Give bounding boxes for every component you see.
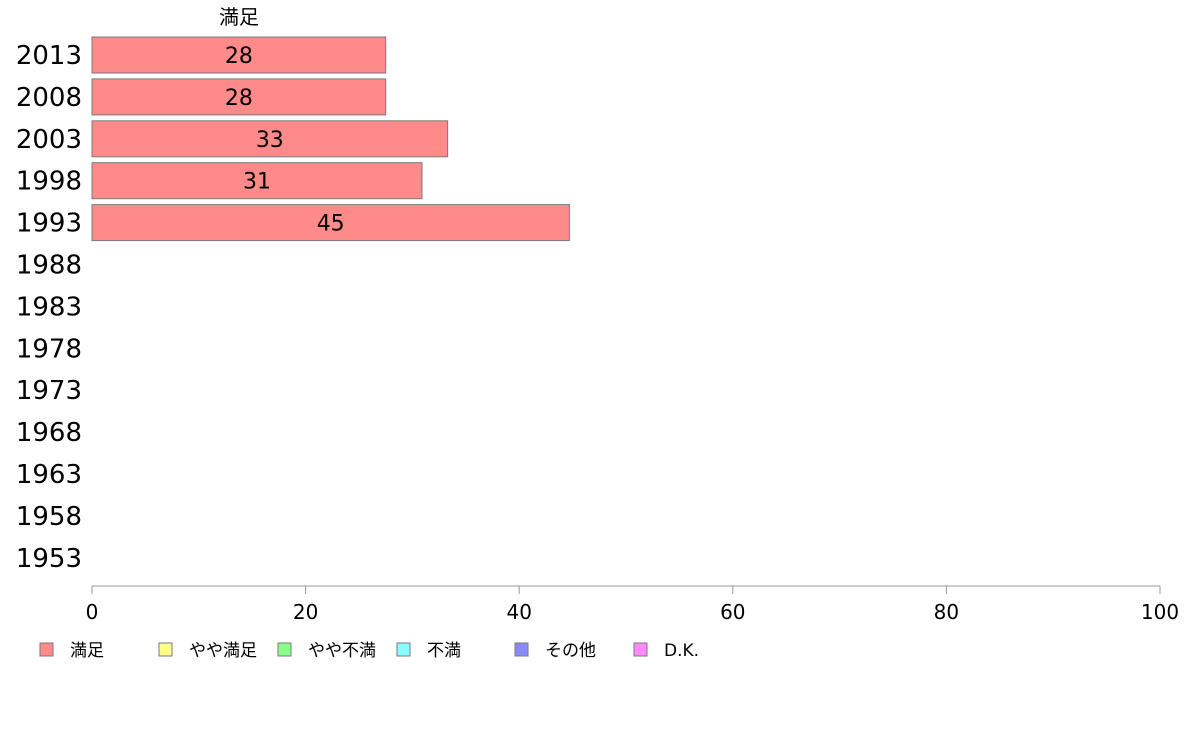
bar-label-2008-series-0: 28 <box>225 86 253 111</box>
legend-label-4: その他 <box>545 641 596 661</box>
year-label-1973: 1973 <box>16 376 82 406</box>
bar-1998-series-0 <box>91 162 423 200</box>
x-tick-label-100: 100 <box>1141 600 1179 624</box>
x-tick-label-60: 60 <box>720 600 745 624</box>
legend-swatch-2 <box>277 642 292 657</box>
x-tick-label-0: 0 <box>86 600 99 624</box>
column-header-layer: 満足 <box>219 5 259 29</box>
column-header-satisfied: 満足 <box>219 5 259 29</box>
legend-label-0: 満足 <box>70 641 104 661</box>
bar-layer <box>91 36 570 242</box>
bar-2003-series-0 <box>91 120 449 158</box>
legend-swatch-4 <box>514 642 529 657</box>
bar-2013-series-0 <box>91 36 387 74</box>
legend-label-1: やや満足 <box>189 641 257 661</box>
bar-2008-series-0 <box>91 78 387 116</box>
legend-label-5: D.K. <box>664 641 699 661</box>
legend-swatch-0 <box>39 642 54 657</box>
x-axis: 0 20 40 60 80 100 <box>86 585 1179 624</box>
legend: 満足 やや満足 やや不満 不満 その他 D.K. <box>39 641 699 661</box>
year-label-2008: 2008 <box>16 83 82 113</box>
year-label-1983: 1983 <box>16 292 82 322</box>
year-label-1968: 1968 <box>16 418 82 448</box>
x-tick-label-40: 40 <box>506 600 531 624</box>
legend-swatch-3 <box>396 642 411 657</box>
year-label-1978: 1978 <box>16 334 82 364</box>
year-label-1963: 1963 <box>16 460 82 490</box>
year-label-1988: 1988 <box>16 251 82 281</box>
year-label-2003: 2003 <box>16 125 82 155</box>
bar-1993-series-0 <box>91 204 570 242</box>
year-axis-labels: 2013 2008 2003 1998 1993 1988 1983 1978 1973 1968… <box>16 41 82 574</box>
legend-swatch-5 <box>633 642 648 657</box>
year-label-1953: 1953 <box>16 544 82 574</box>
legend-label-2: やや不満 <box>308 641 376 661</box>
x-tick-label-80: 80 <box>934 600 959 624</box>
x-tick-label-20: 20 <box>293 600 318 624</box>
bar-label-1993-series-0: 45 <box>317 212 345 237</box>
year-label-1993: 1993 <box>16 209 82 239</box>
legend-swatch-1 <box>158 642 173 657</box>
bar-label-2013-series-0: 28 <box>225 44 253 69</box>
year-label-2013: 2013 <box>16 41 82 71</box>
bar-label-1998-series-0: 31 <box>243 170 271 195</box>
year-label-1998: 1998 <box>16 167 82 197</box>
year-label-1958: 1958 <box>16 502 82 532</box>
legend-label-3: 不満 <box>427 641 461 661</box>
bar-label-2003-series-0: 33 <box>256 128 284 153</box>
